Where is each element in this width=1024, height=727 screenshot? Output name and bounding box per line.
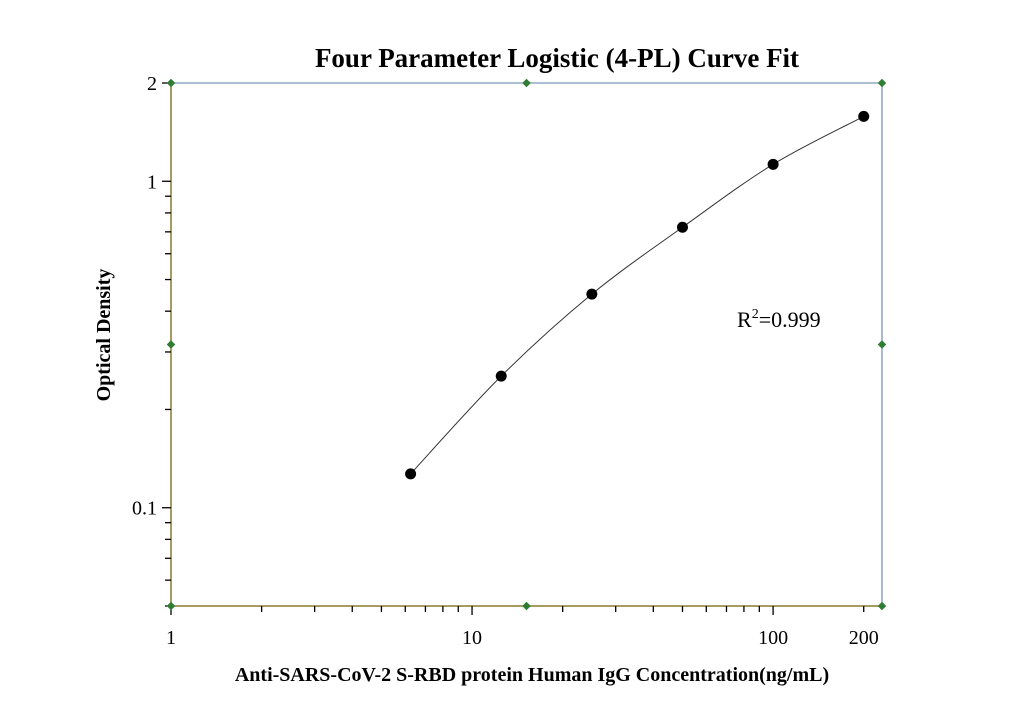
data-point [586,288,598,300]
data-point [405,468,417,480]
y-tick-label: 0.1 [132,498,157,520]
y-axis-label: Optical Density [93,269,115,402]
x-tick-label: 100 [758,627,788,649]
selection-handles[interactable] [166,78,887,611]
data-points [405,110,870,480]
data-point [858,110,870,122]
resize-handle[interactable] [522,78,531,88]
x-axis: 1 10 100 200 [166,606,879,649]
resize-handle[interactable] [166,340,176,349]
resize-handle[interactable] [877,340,887,349]
r-squared-annotation: R2=0.999 [737,307,821,332]
fit-curve [410,115,864,475]
x-tick-label: 1 [166,627,176,649]
data-point [495,370,507,382]
y-tick-label: 1 [147,171,157,193]
x-axis-label: Anti-SARS-CoV-2 S-RBD protein Human IgG … [235,664,829,686]
resize-handle[interactable] [877,601,887,611]
resize-handle[interactable] [877,78,887,88]
y-axis: 0.1 1 2 [132,73,171,607]
data-point [767,158,779,170]
resize-handle[interactable] [522,601,531,611]
x-tick-label: 200 [849,627,879,649]
data-point [676,221,688,233]
y-tick-label: 2 [147,73,157,95]
resize-handle[interactable] [166,78,176,88]
resize-handle[interactable] [166,601,176,611]
chart-title: Four Parameter Logistic (4-PL) Curve Fit [315,43,799,73]
x-tick-label: 10 [462,627,482,649]
